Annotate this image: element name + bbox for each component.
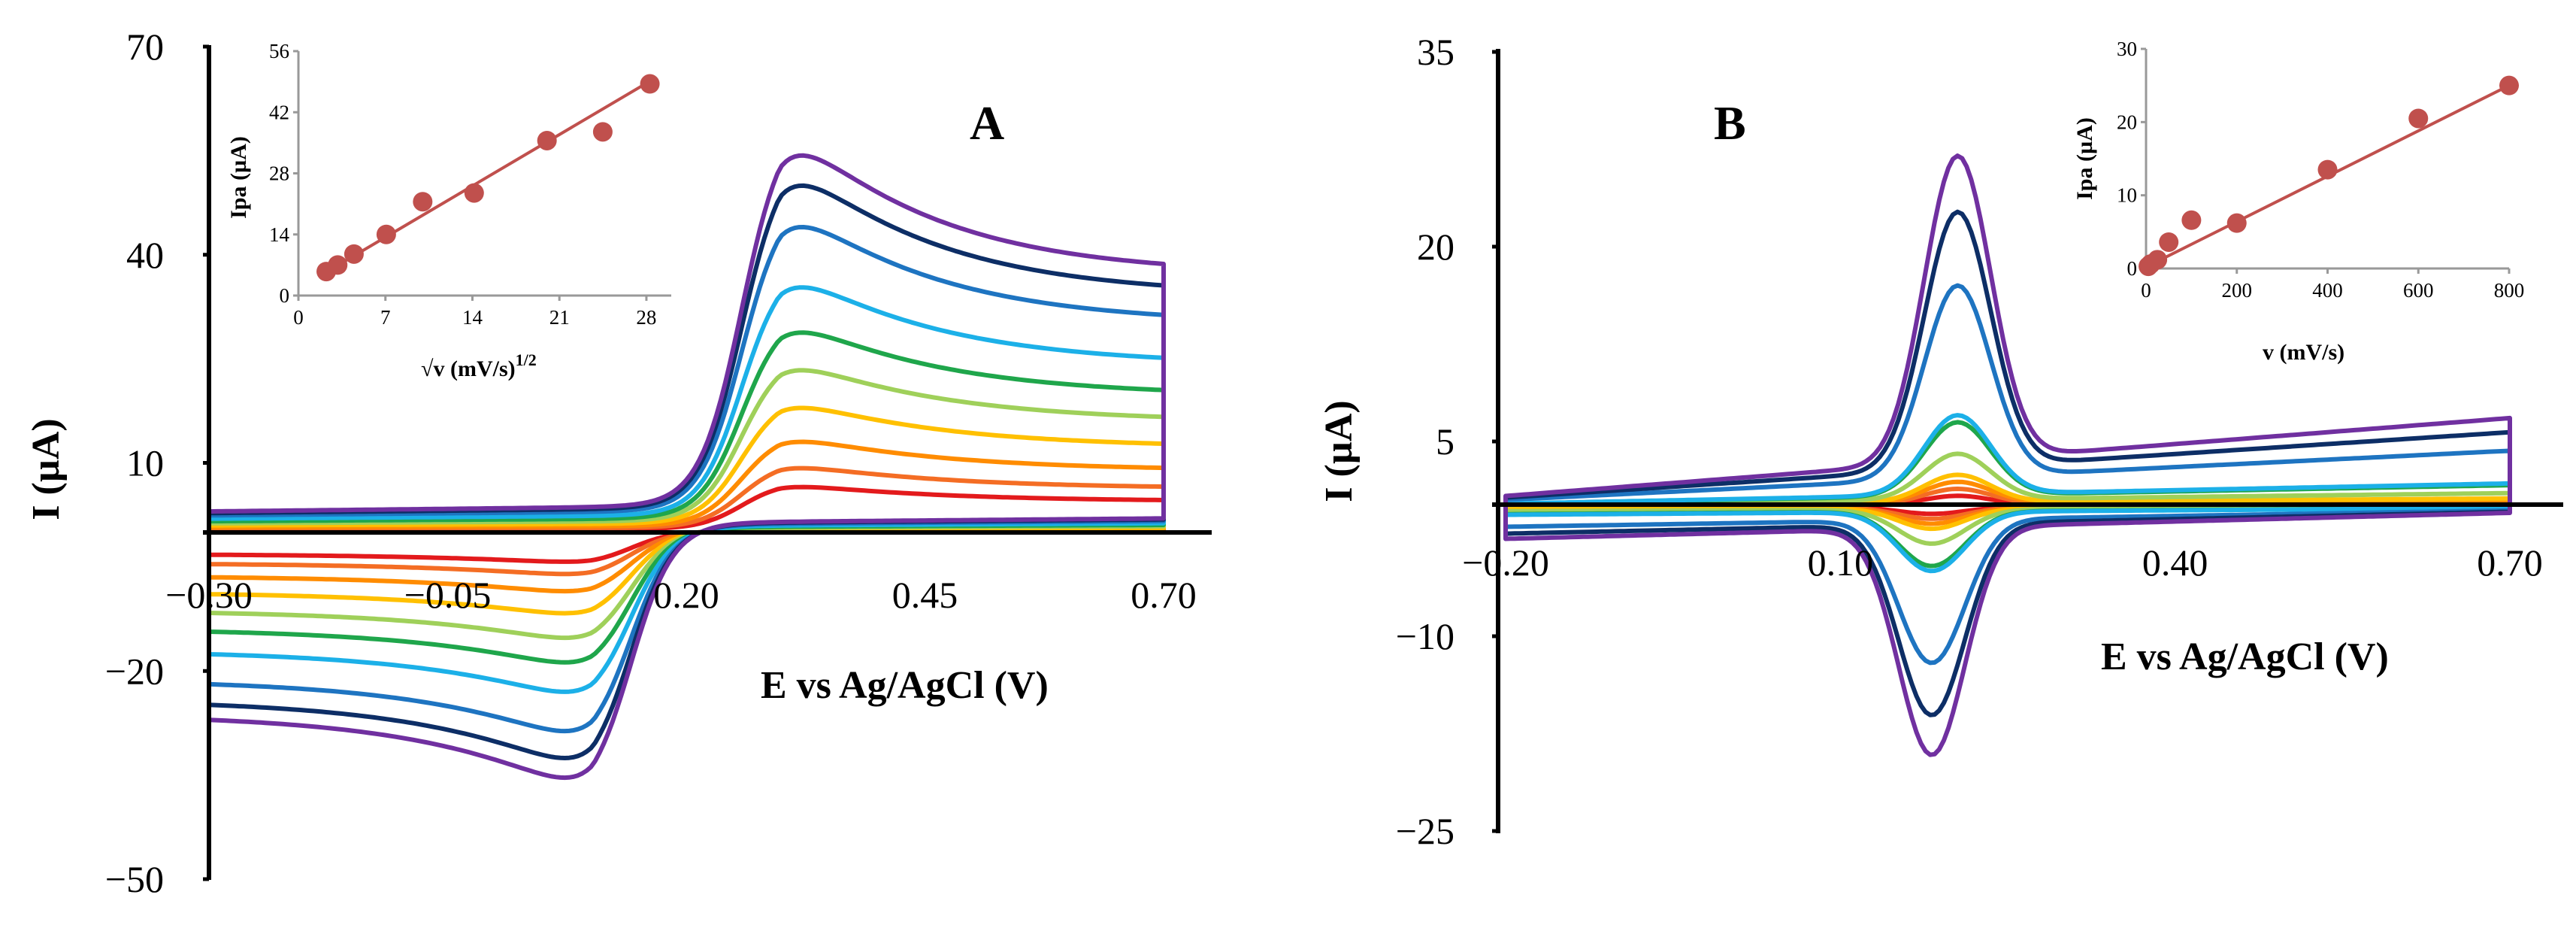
inset-data-point <box>344 244 364 264</box>
panel-b-inset-x-title: v (mV/s) <box>2263 340 2344 365</box>
inset-x-tick-label: 14 <box>462 306 483 329</box>
inset-data-point <box>537 130 557 150</box>
inset-data-point <box>2148 250 2168 270</box>
inset-y-tick-label: 0 <box>280 284 290 307</box>
panel-a-inset-x-title-sup: 1/2 <box>516 350 537 369</box>
x-tick-label: 0.10 <box>1808 541 1874 584</box>
inset-data-point <box>2159 232 2179 252</box>
x-tick-label: 0.20 <box>653 574 719 616</box>
y-tick-label: −20 <box>105 650 164 692</box>
inset-data-point <box>2181 210 2202 230</box>
inset-data-point <box>2408 108 2429 129</box>
x-tick-label: 0.40 <box>2142 541 2208 584</box>
y-tick-label: −25 <box>1396 810 1454 852</box>
panel-a-y-ticks: 70 40 10 −20 −50 <box>105 26 209 900</box>
panel-a-inset-x-title: √v (mV/s)1/2 <box>421 350 537 381</box>
panel-b-letter: B <box>1714 96 1746 150</box>
y-tick-label: 70 <box>126 26 164 68</box>
panel-b-inset-y-ticks: 0 10 20 30 <box>2117 38 2146 280</box>
inset-y-tick-label: 10 <box>2117 184 2137 207</box>
panel-b-y-ticks: 35 20 5 −10 −25 <box>1396 31 1498 852</box>
panel-a-inset-points <box>316 74 660 282</box>
inset-x-tick-label: 600 <box>2403 279 2434 302</box>
y-tick-label: 20 <box>1417 226 1454 268</box>
panel-a-inset-y-title: Ipa (µA) <box>226 136 251 219</box>
cv-curve-10 <box>207 153 1166 781</box>
inset-x-tick-label: 400 <box>2312 279 2343 302</box>
panel-a-inset: 0 14 28 42 56 0 7 14 21 28 Ipa (µA) √v (mV/s)1/2 <box>226 40 671 381</box>
inset-x-tick-label: 0 <box>293 306 304 329</box>
inset-y-tick-label: 20 <box>2117 111 2137 133</box>
x-tick-label: −0.05 <box>404 574 492 616</box>
inset-data-point <box>2226 213 2247 233</box>
x-tick-label: 0.45 <box>892 574 958 616</box>
y-tick-label: 5 <box>1436 420 1454 462</box>
panel-a-x-ticks: −0.30 −0.05 0.20 0.45 0.70 <box>165 574 1197 616</box>
y-tick-label: 40 <box>126 234 164 276</box>
panel-b: 35 20 5 −10 −25 −0.20 0.10 0.40 0.70 E vs Ag/Ag… <box>1318 31 2563 852</box>
inset-y-tick-label: 56 <box>269 40 289 62</box>
panel-b-y-axis-title: I (µA) <box>1318 400 1361 502</box>
panel-b-x-axis-title: E vs Ag/AgCl (V) <box>2101 635 2389 678</box>
inset-x-tick-label: 800 <box>2494 279 2525 302</box>
panel-b-inset: 0 10 20 30 0 200 400 600 800 Ipa (µA) v (mV/s) <box>2072 38 2524 365</box>
inset-data-point <box>413 192 433 212</box>
panel-a-inset-y-ticks: 0 14 28 42 56 <box>269 40 298 307</box>
panel-a-letter: A <box>970 96 1004 150</box>
y-tick-label: −10 <box>1396 615 1454 657</box>
inset-y-tick-label: 42 <box>269 101 289 123</box>
inset-data-point <box>2499 75 2519 96</box>
y-tick-label: 10 <box>126 442 164 484</box>
inset-data-point <box>640 74 660 94</box>
x-tick-label: −0.30 <box>165 574 253 616</box>
inset-x-tick-label: 21 <box>549 306 570 329</box>
panel-b-inset-x-ticks: 0 200 400 600 800 <box>2141 268 2524 302</box>
panel-b-inset-points <box>2139 75 2519 277</box>
inset-y-tick-label: 0 <box>2127 257 2138 280</box>
inset-x-tick-label: 28 <box>636 306 656 329</box>
x-tick-label: −0.20 <box>1462 541 1549 584</box>
panel-a-inset-x-title-main: √v (mV/s) <box>421 356 516 381</box>
inset-data-point <box>328 255 348 275</box>
inset-y-tick-label: 28 <box>269 162 289 185</box>
panel-a-inset-fit-line <box>325 80 651 274</box>
panel-a-y-axis-title: I (µA) <box>25 418 68 520</box>
inset-x-tick-label: 0 <box>2141 279 2151 302</box>
y-tick-label: −50 <box>105 858 164 900</box>
x-tick-label: 0.70 <box>1131 574 1197 616</box>
panel-b-x-ticks: −0.20 0.10 0.40 0.70 <box>1462 541 2543 584</box>
inset-x-tick-label: 200 <box>2222 279 2253 302</box>
cv-curve-10 <box>1503 153 2512 757</box>
x-tick-label: 0.70 <box>2477 541 2543 584</box>
inset-data-point <box>2317 159 2338 180</box>
panel-a-x-axis-title: E vs Ag/AgCl (V) <box>761 664 1049 707</box>
inset-data-point <box>376 224 396 244</box>
inset-data-point <box>464 183 484 203</box>
inset-data-point <box>592 122 613 142</box>
inset-y-tick-label: 30 <box>2117 38 2137 60</box>
panel-b-inset-y-title: Ipa (µA) <box>2072 117 2097 200</box>
panel-a-inset-x-ticks: 0 7 14 21 28 <box>293 296 656 329</box>
inset-y-tick-label: 14 <box>269 223 290 246</box>
inset-x-tick-label: 7 <box>380 306 391 329</box>
y-tick-label: 35 <box>1417 31 1454 73</box>
panel-a-curves <box>207 153 1166 781</box>
